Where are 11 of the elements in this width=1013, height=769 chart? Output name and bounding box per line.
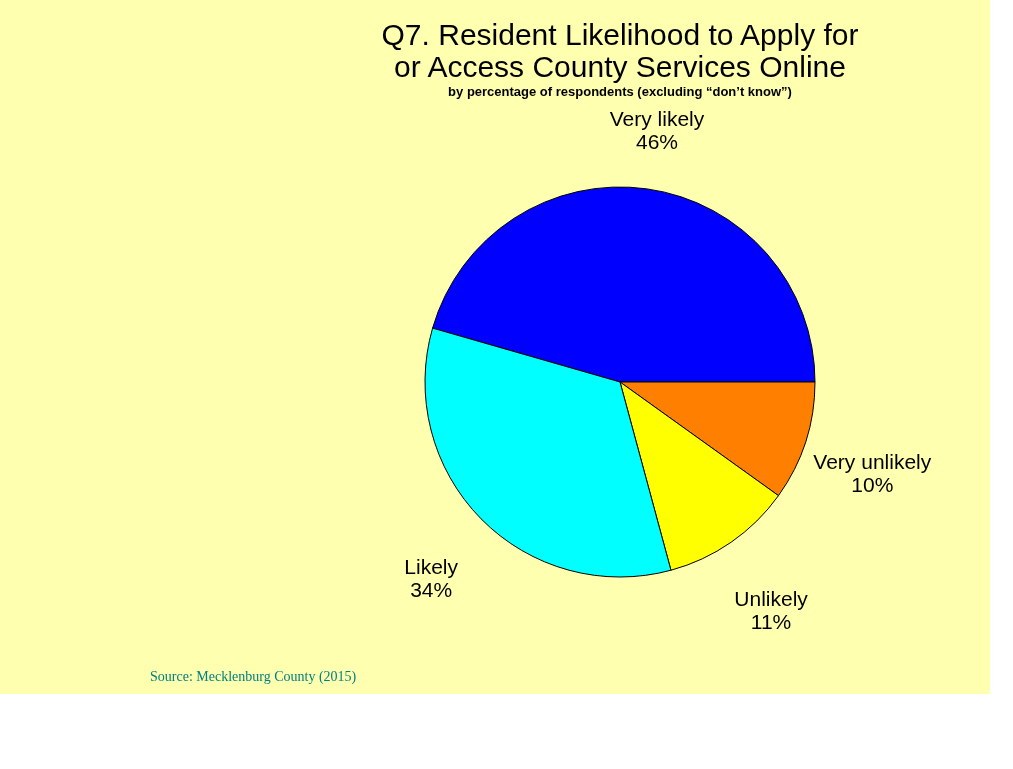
data-label: 34% [410,577,453,601]
slice-label: Likely [404,554,459,578]
data-label: 46% [635,129,678,153]
slice-label: Very unlikely [813,450,932,474]
source-note: Source: Mecklenburg County (2015) [150,669,357,685]
slice-label: Unlikely [734,586,809,610]
chart-title: Q7. Resident Likelihood to Apply for or Access County Services Online [381,17,859,83]
data-label: 11% [750,609,792,633]
data-label: 10% [851,473,894,497]
chart-subtitle: by percentage of respondents (excluding “don’t know”) [448,83,792,99]
slice-label: Very likely [609,106,705,130]
